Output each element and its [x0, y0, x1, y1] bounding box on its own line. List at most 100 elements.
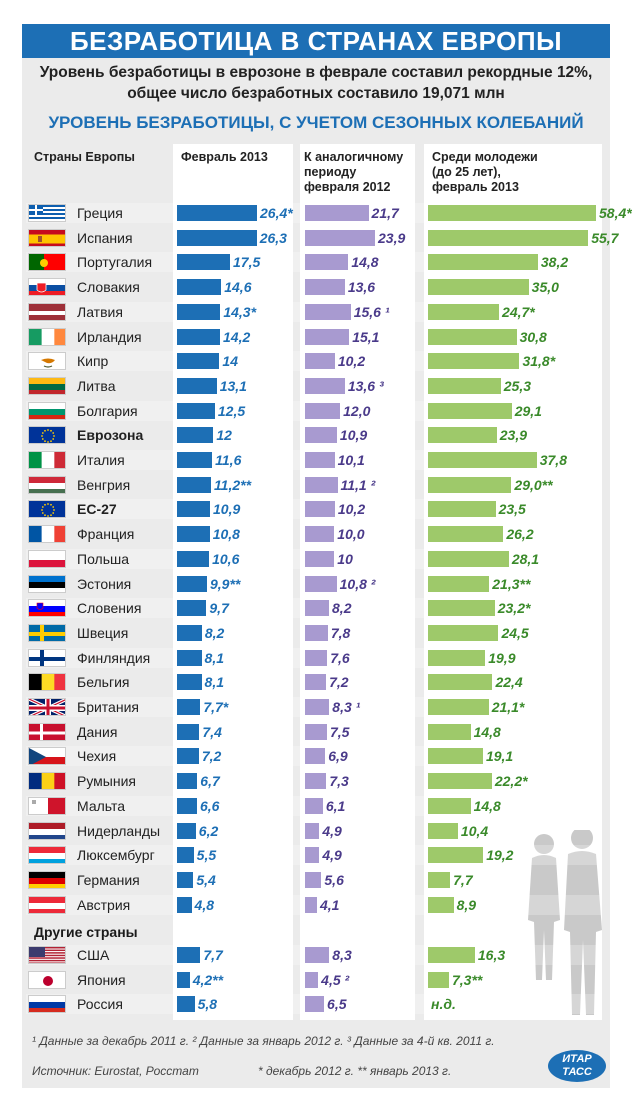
flag-graphic	[29, 847, 65, 864]
bar-b-other-2	[177, 996, 195, 1013]
data-label-b: 7,7*	[203, 699, 229, 715]
column-header-feb2013: Февраль 2013	[181, 150, 268, 164]
flag-fr-icon	[28, 525, 66, 544]
bar-g-eu-13	[428, 526, 504, 543]
column-header-youth: Среди молодежи (до 25 лет), февраль 2013	[432, 150, 538, 195]
footnote-source: Источник: Eurostat, Росстат	[32, 1064, 199, 1078]
data-label-g: 7,3**	[452, 971, 483, 988]
flag-graphic	[29, 674, 65, 691]
data-label-b: 11,2**	[213, 476, 252, 493]
flag-lt-icon	[28, 376, 66, 395]
country-name: Румыния	[77, 773, 137, 790]
flag-graphic	[29, 996, 65, 1013]
flag-graphic	[29, 328, 65, 345]
bar-g-eu-24	[428, 797, 471, 814]
flag-graphic	[29, 377, 65, 394]
data-label-p: 7,6	[330, 649, 350, 666]
flag-graphic	[29, 279, 65, 296]
data-label-g: 26,2	[506, 526, 534, 543]
data-label-g: 55,7	[591, 229, 619, 246]
data-label-g: 16,3	[477, 947, 506, 963]
bar-g-eu-18	[428, 649, 486, 666]
footnote-asterisk: * декабрь 2012 г. ** январь 2013 г.	[258, 1064, 452, 1078]
data-label-b: 10,6	[212, 550, 240, 567]
data-label-p: 10,1	[337, 452, 365, 468]
flag-lu-icon	[28, 846, 66, 865]
bar-p-eu-27	[305, 871, 322, 888]
flag-graphic	[29, 797, 65, 814]
flag-graphic	[29, 971, 65, 988]
data-label-b: 26,3	[259, 229, 287, 246]
data-label-b: 14	[222, 353, 238, 370]
bar-g-eu-1	[428, 229, 589, 246]
lead-text: Уровень безработицы в еврозоне в феврале…	[22, 62, 610, 104]
data-label-b: 5,5	[196, 847, 217, 864]
bar-g-eu-26	[428, 847, 484, 864]
bar-g-eu-28	[428, 896, 454, 913]
flag-ru-icon	[28, 995, 66, 1014]
country-name: Ирландия	[77, 328, 142, 345]
flag-bg-icon	[28, 401, 66, 420]
bar-p-eu-8	[305, 402, 341, 419]
bar-p-eu-1	[305, 229, 375, 246]
bar-g-eu-2	[428, 254, 538, 271]
country-name: Дания	[77, 723, 118, 740]
column-header-country: Страны Европы	[34, 150, 135, 164]
flag-es-icon	[28, 228, 66, 247]
bar-p-other-0	[305, 947, 330, 963]
bar-b-eu-18	[177, 649, 202, 666]
bar-p-eu-3	[305, 279, 345, 296]
flag-sk-icon	[28, 278, 66, 297]
bar-p-eu-10	[305, 452, 335, 468]
data-label-g: 10,4	[460, 822, 489, 839]
country-name: Финляндия	[77, 649, 151, 666]
data-label-p: 7,2	[329, 674, 349, 691]
data-label-p: 4,9	[322, 847, 342, 864]
country-name: Испания	[77, 229, 133, 246]
country-name: Кипр	[77, 353, 109, 370]
flag-graphic	[29, 699, 65, 715]
bar-b-eu-7	[177, 377, 217, 394]
data-label-p: 4,9	[322, 822, 342, 839]
bar-g-eu-17	[428, 624, 499, 641]
data-label-p: 4,1	[320, 896, 340, 913]
bar-b-eu-28	[177, 896, 192, 913]
data-label-b: 10,8	[212, 526, 240, 543]
flag-mt-icon	[28, 796, 66, 815]
bar-p-eu-5	[305, 328, 350, 345]
flag-hu-icon	[28, 475, 66, 494]
flag-graphic	[29, 353, 65, 370]
flag-graphic	[29, 452, 65, 468]
country-name: Литва	[77, 377, 116, 394]
data-label-p: 4,5 ²	[321, 971, 350, 988]
data-label-p: 12,0	[343, 402, 371, 419]
data-label-p: 14,8	[351, 254, 379, 271]
data-label-p: 13,6	[347, 279, 376, 296]
country-name: Болгария	[77, 402, 138, 419]
bar-g-eu-27	[428, 871, 451, 888]
data-label-b: 14,2	[223, 328, 251, 345]
bar-g-eu-4	[428, 303, 500, 320]
bar-b-eu-3	[177, 279, 222, 296]
bar-b-eu-10	[177, 452, 213, 468]
bar-p-eu-7	[305, 377, 345, 394]
country-name: Португалия	[77, 254, 153, 271]
column-header-prev-line2: периоду	[304, 165, 357, 179]
data-label-b: 13,1	[219, 377, 247, 394]
data-label-g: 37,8	[539, 452, 567, 468]
data-label-g: 38,2	[540, 254, 569, 271]
data-label-p: 6,1	[325, 797, 346, 814]
bar-p-eu-12	[305, 501, 335, 518]
data-label-p: 8,2	[332, 600, 352, 617]
flag-graphic	[29, 600, 65, 617]
data-label-b: 5,8	[197, 996, 218, 1013]
flag-us-icon	[28, 946, 66, 964]
country-name: Латвия	[77, 303, 123, 320]
data-label-p: 7,5	[329, 723, 350, 740]
bar-b-eu-26	[177, 847, 194, 864]
bar-b-other-1	[177, 971, 190, 988]
data-label-p: 10,8 ²	[339, 575, 376, 592]
data-label-b: 9,9**	[210, 575, 241, 592]
column-header-youth-line2: (до 25 лет),	[432, 165, 501, 179]
flag-de-icon	[28, 870, 66, 889]
